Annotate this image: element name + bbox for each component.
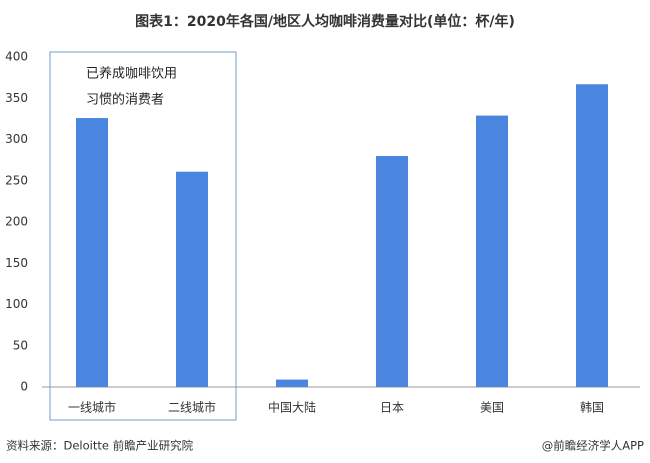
x-tick-label: 一线城市 xyxy=(68,400,116,415)
y-tick-label: 300 xyxy=(5,132,28,146)
y-tick-label: 350 xyxy=(5,91,28,105)
bar xyxy=(276,379,308,387)
y-tick-label: 150 xyxy=(5,256,28,270)
bar xyxy=(476,115,508,387)
credit: @前瞻经济学人APP xyxy=(542,439,644,453)
y-tick-label: 100 xyxy=(5,297,28,311)
y-tick-label: 200 xyxy=(5,215,28,229)
x-tick-label: 美国 xyxy=(480,401,504,415)
source: 资料来源：Deloitte 前瞻产业研究院 xyxy=(6,439,194,453)
bar xyxy=(376,156,408,387)
bar xyxy=(576,84,608,387)
x-tick-label: 韩国 xyxy=(580,400,604,415)
bar xyxy=(76,118,108,388)
y-tick-label: 0 xyxy=(20,380,28,394)
annotation: 已养成咖啡饮用 xyxy=(86,66,177,82)
annotation: 习惯的消费者 xyxy=(86,92,164,108)
bar xyxy=(176,171,208,387)
highlight-box xyxy=(49,51,237,421)
y-tick-label: 400 xyxy=(5,50,28,64)
x-tick-label: 中国大陆 xyxy=(268,400,316,415)
y-tick-label: 50 xyxy=(13,338,28,352)
y-tick-label: 250 xyxy=(5,173,28,187)
x-tick-label: 日本 xyxy=(380,401,404,415)
x-tick-label: 二线城市 xyxy=(168,400,216,415)
chart-title: 图表1：2020年各国/地区人均咖啡消费量对比(单位：杯/年) xyxy=(135,13,515,30)
